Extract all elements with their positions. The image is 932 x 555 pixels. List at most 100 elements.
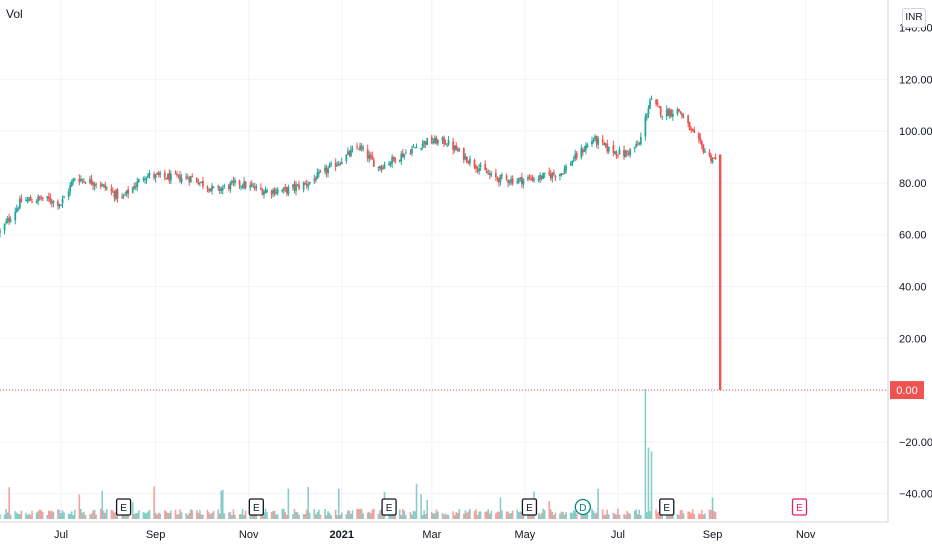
candle-body — [81, 179, 84, 181]
earnings-marker[interactable]: E — [659, 498, 675, 516]
dividend-marker[interactable]: D — [574, 498, 591, 516]
candle — [212, 186, 215, 189]
candle-body — [441, 137, 444, 141]
candle-body — [334, 162, 337, 167]
earnings-marker[interactable]: E — [791, 498, 808, 516]
volume-bar — [452, 511, 454, 519]
earnings-marker[interactable]: E — [248, 498, 264, 516]
candle-body — [99, 184, 102, 187]
candle — [682, 113, 685, 119]
candle — [189, 175, 192, 183]
candle — [678, 108, 680, 112]
candle-body — [121, 196, 123, 198]
candle-body — [671, 113, 674, 117]
candle-body — [319, 171, 322, 173]
candle-body — [308, 181, 311, 184]
candle-body — [516, 180, 519, 183]
candle-body — [185, 176, 188, 178]
candle — [90, 174, 93, 186]
volume-bar — [437, 511, 439, 519]
volume-bar — [403, 510, 406, 519]
candle — [650, 95, 653, 101]
candle-body — [639, 136, 642, 145]
volume-bar — [479, 511, 482, 519]
candle-body — [227, 185, 230, 190]
candle — [276, 186, 279, 196]
volume-bar — [542, 508, 544, 519]
candle-body — [49, 197, 52, 203]
candle-body — [104, 185, 107, 189]
candle — [275, 188, 278, 195]
volume-indicator-label[interactable]: Vol — [6, 7, 23, 21]
volume-bar — [511, 510, 514, 519]
candle-body — [136, 181, 139, 187]
volume-bar — [170, 510, 172, 519]
candle — [159, 170, 162, 178]
candle-body — [575, 153, 578, 158]
volume-bar — [40, 510, 42, 519]
candle-body — [443, 137, 445, 144]
event-marker-label: E — [386, 503, 393, 514]
volume-bar — [189, 509, 192, 519]
volume-bar — [67, 513, 70, 519]
volume-bar — [165, 511, 168, 519]
volume-bar — [180, 512, 183, 519]
candle-body — [369, 154, 372, 157]
candle-body — [559, 173, 561, 177]
candle — [47, 192, 50, 202]
volume-bar — [340, 512, 343, 519]
candle — [591, 136, 593, 147]
candle-body — [234, 180, 236, 183]
candle-body — [142, 178, 145, 180]
candle-body — [713, 157, 715, 159]
candle-body — [505, 175, 508, 179]
earnings-marker[interactable]: E — [115, 498, 132, 516]
volume-bar — [498, 511, 500, 519]
earnings-marker[interactable]: E — [381, 498, 397, 516]
currency-badge[interactable]: INR — [902, 8, 926, 28]
volume-bar — [420, 494, 422, 519]
candle-body — [679, 111, 682, 114]
volume-bar — [636, 514, 639, 519]
candle — [676, 107, 679, 116]
candle — [31, 198, 33, 203]
volume-bar — [701, 509, 703, 519]
candle — [671, 109, 674, 121]
candle-body — [197, 182, 200, 185]
event-marker-label: E — [663, 503, 670, 514]
candle — [261, 188, 264, 196]
volume-bar — [229, 512, 232, 519]
volume-bar — [510, 512, 512, 519]
candle-body — [612, 145, 615, 153]
volume-bar — [84, 514, 87, 519]
volume-bar — [679, 510, 682, 519]
candle-body — [47, 196, 50, 199]
volume-bar — [292, 513, 294, 519]
candle-body — [661, 115, 664, 117]
candle-body — [35, 201, 38, 203]
candle — [613, 150, 616, 155]
candle — [563, 165, 566, 175]
candle-body — [571, 161, 574, 166]
candle-body — [507, 180, 509, 183]
volume-bar — [475, 509, 477, 519]
candle — [586, 142, 589, 149]
candle-body — [635, 143, 638, 148]
candle — [153, 171, 156, 181]
candle-body — [240, 185, 242, 187]
volume-bar — [200, 514, 203, 519]
candle — [488, 170, 491, 180]
candle-body — [336, 164, 339, 167]
candle-body — [650, 98, 653, 100]
candle — [264, 186, 267, 194]
earnings-marker-box — [381, 498, 397, 516]
candle — [603, 141, 606, 147]
volume-bar — [191, 509, 194, 519]
candle — [415, 143, 418, 149]
candle-body — [186, 177, 189, 179]
candle — [511, 175, 514, 186]
candle — [711, 157, 714, 164]
earnings-marker[interactable]: E — [521, 498, 538, 516]
